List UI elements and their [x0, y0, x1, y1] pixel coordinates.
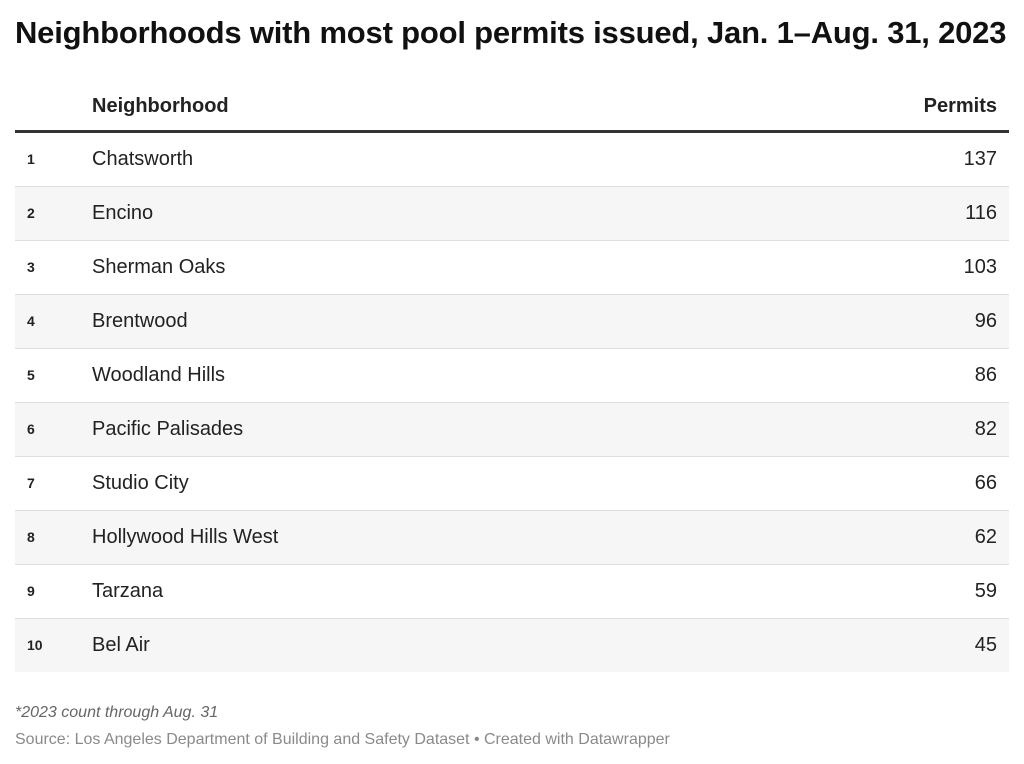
row-neighborhood: Hollywood Hills West: [92, 526, 279, 548]
row-neighborhood: Sherman Oaks: [92, 256, 226, 278]
row-neighborhood: Pacific Palisades: [92, 418, 244, 440]
row-rank: 5: [27, 367, 35, 383]
column-header-neighborhood: Neighborhood: [92, 95, 229, 117]
table-row: 3 Sherman Oaks 103: [15, 241, 1009, 295]
row-rank: 4: [27, 313, 35, 329]
row-rank: 7: [27, 475, 35, 491]
table-row: 5 Woodland Hills 86: [15, 349, 1009, 403]
row-rank: 8: [27, 529, 35, 545]
row-permits-value: 96: [974, 310, 997, 332]
column-header-permits: Permits: [923, 95, 997, 117]
chart-title: Neighborhoods with most pool permits iss…: [15, 15, 1007, 50]
row-permits-value: 86: [974, 364, 997, 386]
row-neighborhood: Tarzana: [92, 580, 164, 602]
row-rank: 3: [27, 259, 35, 275]
row-rank: 6: [27, 421, 35, 437]
row-neighborhood: Encino: [92, 202, 154, 224]
permits-table: Neighborhood Permits 1 Chatsworth 137 2 Enci…: [15, 80, 1009, 672]
table-row: 7 Studio City 66: [15, 457, 1009, 511]
row-rank: 10: [27, 637, 43, 653]
row-neighborhood: Brentwood: [92, 310, 188, 332]
row-rank: 9: [27, 583, 35, 599]
row-permits-value: 82: [974, 418, 997, 440]
table-header: Neighborhood Permits: [15, 80, 1009, 133]
footnote: *2023 count through Aug. 31: [15, 704, 219, 721]
table-body: 1 Chatsworth 137 2 Encino 116 3 Sherman Oaks 103…: [15, 133, 1009, 672]
row-neighborhood: Chatsworth: [92, 148, 194, 170]
row-rank: 2: [27, 205, 35, 221]
row-permits-value: 116: [965, 202, 997, 224]
table-row: 9 Tarzana 59: [15, 565, 1009, 619]
row-neighborhood: Woodland Hills: [92, 364, 226, 386]
row-permits-value: 103: [963, 256, 997, 278]
table-row: 8 Hollywood Hills West 62: [15, 511, 1009, 565]
row-rank: 1: [27, 151, 35, 167]
table-row: 2 Encino 116: [15, 187, 1009, 241]
row-neighborhood: Bel Air: [92, 634, 150, 656]
row-permits-value: 45: [974, 634, 997, 656]
table-row: 4 Brentwood 96: [15, 295, 1009, 349]
row-permits-value: 137: [963, 148, 997, 170]
row-permits-value: 66: [974, 472, 997, 494]
row-permits-value: 62: [974, 526, 997, 548]
table-row: 1 Chatsworth 137: [15, 133, 1009, 187]
row-permits-value: 59: [974, 580, 997, 602]
table-row: 10 Bel Air 45: [15, 619, 1009, 672]
table-row: 6 Pacific Palisades 82: [15, 403, 1009, 457]
source-line: Source: Los Angeles Department of Buildi…: [15, 731, 670, 748]
row-neighborhood: Studio City: [92, 472, 189, 494]
